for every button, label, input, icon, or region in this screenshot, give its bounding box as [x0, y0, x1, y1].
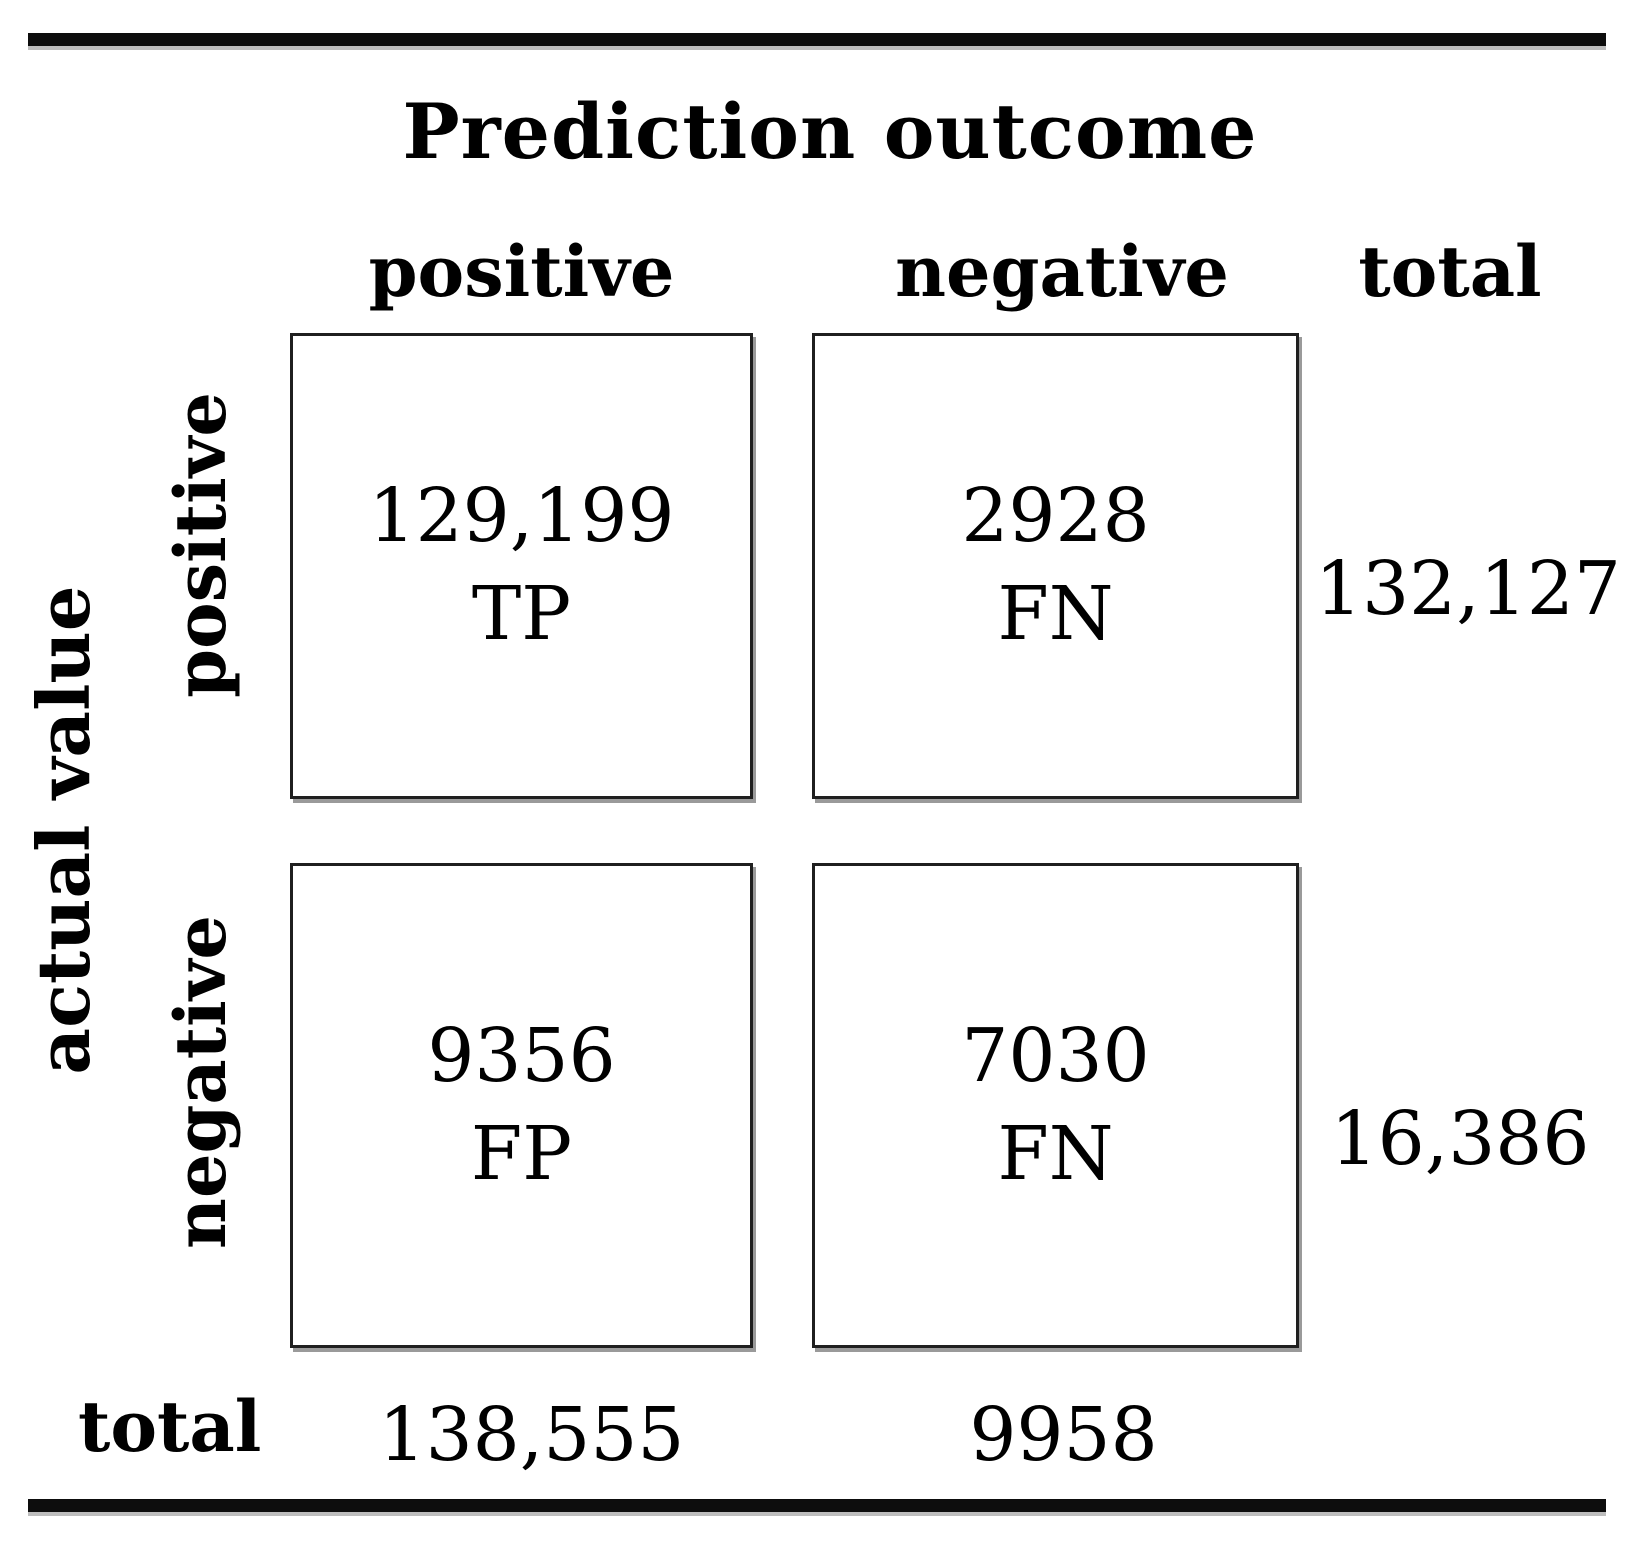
row-header-positive: positive	[159, 392, 242, 698]
bottom-rule	[28, 1499, 1606, 1512]
bottom-total-label: total	[78, 1385, 262, 1468]
column-header-positive: positive	[368, 230, 675, 313]
cell-false-positive-label: FP	[470, 1110, 573, 1197]
cell-false-positive-value: 9356	[427, 1012, 616, 1099]
cell-true-negative: 7030 FN	[812, 863, 1299, 1348]
cell-true-positive: 129,199 TP	[290, 333, 753, 799]
cell-true-positive-label: TP	[471, 571, 572, 657]
left-axis-label: actual value	[21, 585, 106, 1075]
figure-title: Prediction outcome	[402, 87, 1258, 176]
column-total-negative: 9958	[969, 1392, 1158, 1478]
cell-true-positive-value: 129,199	[368, 473, 675, 560]
cell-false-positive: 9356 FP	[290, 863, 753, 1348]
cell-false-negative: 2928 FN	[812, 333, 1299, 799]
column-total-positive: 138,555	[378, 1392, 685, 1478]
column-header-negative: negative	[895, 230, 1229, 313]
cell-true-negative-label: FN	[997, 1110, 1114, 1197]
cell-false-negative-label: FN	[997, 571, 1114, 657]
column-header-total: total	[1358, 230, 1542, 313]
row-total-positive: 132,127	[1314, 546, 1621, 632]
row-total-negative: 16,386	[1330, 1096, 1590, 1182]
cell-false-negative-value: 2928	[961, 473, 1150, 560]
row-header-negative: negative	[159, 915, 242, 1249]
top-rule	[28, 33, 1606, 46]
cell-true-negative-value: 7030	[961, 1012, 1150, 1099]
